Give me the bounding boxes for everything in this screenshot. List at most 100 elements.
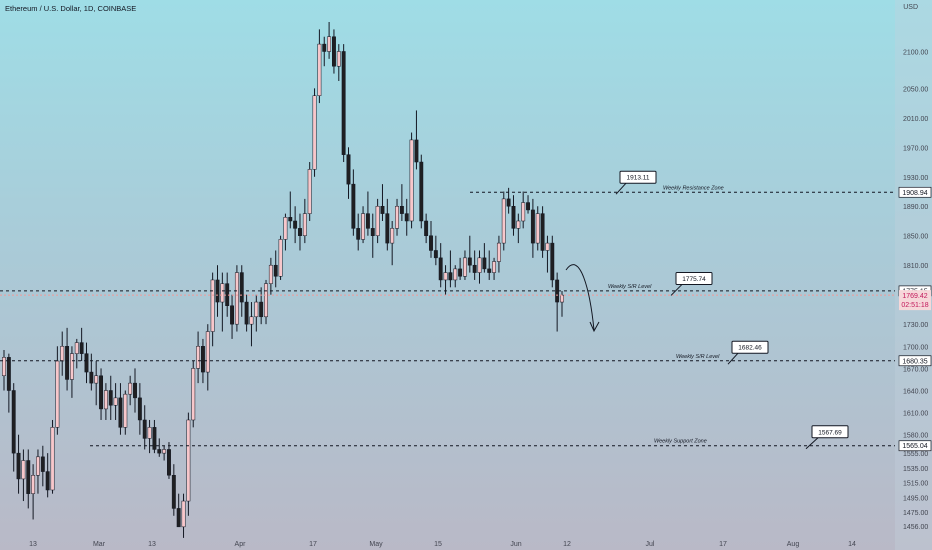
candle bbox=[45, 471, 50, 491]
y-tick-label: 1850.00 bbox=[903, 234, 928, 241]
candle bbox=[550, 242, 555, 281]
candle bbox=[162, 449, 167, 454]
candle bbox=[448, 272, 453, 281]
y-tick-label: 1640.00 bbox=[903, 388, 928, 395]
candle bbox=[147, 427, 152, 439]
x-tick-label: 17 bbox=[719, 541, 727, 548]
candle bbox=[278, 239, 283, 277]
candle bbox=[496, 242, 501, 262]
candle bbox=[399, 205, 404, 214]
candle bbox=[375, 205, 380, 236]
candle bbox=[385, 213, 390, 244]
candle bbox=[298, 228, 302, 236]
candle bbox=[356, 228, 361, 240]
y-tick-label: 1890.00 bbox=[903, 204, 928, 211]
y-tick-label: 2050.00 bbox=[903, 86, 928, 93]
candle bbox=[259, 301, 264, 318]
y-tick-label: 1515.00 bbox=[903, 481, 928, 488]
candle bbox=[443, 272, 448, 281]
candle bbox=[424, 220, 429, 236]
candle bbox=[361, 213, 366, 240]
candle bbox=[74, 342, 79, 354]
y-tick-label: 1700.00 bbox=[903, 344, 928, 351]
candle bbox=[196, 346, 201, 369]
candle bbox=[526, 202, 530, 211]
candle bbox=[370, 228, 375, 236]
candle bbox=[230, 305, 235, 325]
candle bbox=[157, 449, 162, 454]
x-tick-label: May bbox=[369, 541, 383, 548]
x-tick-label: Apr bbox=[235, 541, 247, 548]
callout-price: 1775.74 bbox=[682, 276, 706, 283]
candle bbox=[2, 357, 6, 377]
candle bbox=[176, 508, 181, 528]
x-tick-label: Mar bbox=[93, 541, 106, 548]
candle bbox=[60, 346, 65, 362]
x-tick-label: 12 bbox=[563, 541, 571, 548]
x-tick-label: 13 bbox=[148, 541, 156, 548]
candle bbox=[453, 268, 458, 281]
callout-box bbox=[675, 271, 713, 285]
callout-price: 1913.11 bbox=[626, 175, 649, 182]
x-tick-label: 17 bbox=[309, 541, 317, 548]
candle bbox=[137, 397, 142, 421]
y-tick-label: 2010.00 bbox=[903, 116, 928, 123]
callout-price: 1567.69 bbox=[818, 429, 842, 436]
callout-leader bbox=[805, 437, 819, 450]
candle bbox=[181, 500, 186, 528]
candle bbox=[492, 261, 497, 273]
candle bbox=[234, 272, 239, 325]
candle bbox=[65, 346, 70, 380]
candle bbox=[36, 456, 40, 476]
candle bbox=[128, 382, 133, 395]
live-price-text: 1769.42 bbox=[902, 293, 927, 300]
candle bbox=[118, 397, 123, 428]
y-tick-label: 1555.00 bbox=[903, 451, 928, 458]
candle bbox=[458, 268, 463, 277]
y-tick-label: 1495.00 bbox=[903, 495, 928, 502]
axis-level-tag bbox=[898, 186, 932, 198]
candle bbox=[487, 268, 492, 273]
candle bbox=[220, 283, 225, 303]
candle bbox=[327, 36, 332, 52]
zone-label: Weekly Resistance Zone bbox=[663, 185, 724, 191]
candle bbox=[365, 213, 370, 229]
y-tick-label: 2100.00 bbox=[903, 49, 928, 56]
candle bbox=[11, 390, 16, 454]
x-tick-label: Jun bbox=[510, 541, 521, 548]
y-tick-label: 1970.00 bbox=[903, 145, 928, 152]
candle bbox=[205, 331, 210, 373]
candle bbox=[331, 36, 336, 67]
candle bbox=[108, 390, 113, 406]
candle bbox=[94, 375, 99, 384]
candle bbox=[312, 95, 317, 170]
chart-title: Ethereum / U.S. Dollar, 1D, COINBASE bbox=[5, 4, 137, 13]
candle bbox=[540, 213, 545, 251]
y-tick-label: 1475.00 bbox=[903, 510, 928, 517]
axis-level-tag bbox=[898, 440, 932, 452]
callout-price: 1682.46 bbox=[738, 345, 762, 352]
candle bbox=[113, 397, 118, 406]
candle bbox=[477, 257, 482, 273]
candle bbox=[142, 419, 147, 439]
candle bbox=[21, 460, 26, 480]
candle bbox=[167, 449, 171, 476]
y-tick-label: 1730.00 bbox=[903, 322, 928, 329]
candle bbox=[244, 301, 249, 325]
candle bbox=[55, 360, 60, 428]
x-tick-label: Jul bbox=[646, 541, 655, 548]
candle bbox=[210, 279, 215, 332]
candle bbox=[317, 43, 322, 96]
candle bbox=[438, 257, 443, 281]
candle bbox=[341, 51, 346, 155]
y-tick-label: 1810.00 bbox=[903, 263, 928, 270]
candle bbox=[429, 235, 433, 251]
candle bbox=[463, 257, 467, 277]
y-tick-label: 1535.00 bbox=[903, 466, 928, 473]
y-tick-label: 1456.00 bbox=[903, 524, 928, 531]
candle bbox=[152, 427, 157, 450]
candle bbox=[293, 220, 298, 229]
candle bbox=[530, 209, 535, 244]
